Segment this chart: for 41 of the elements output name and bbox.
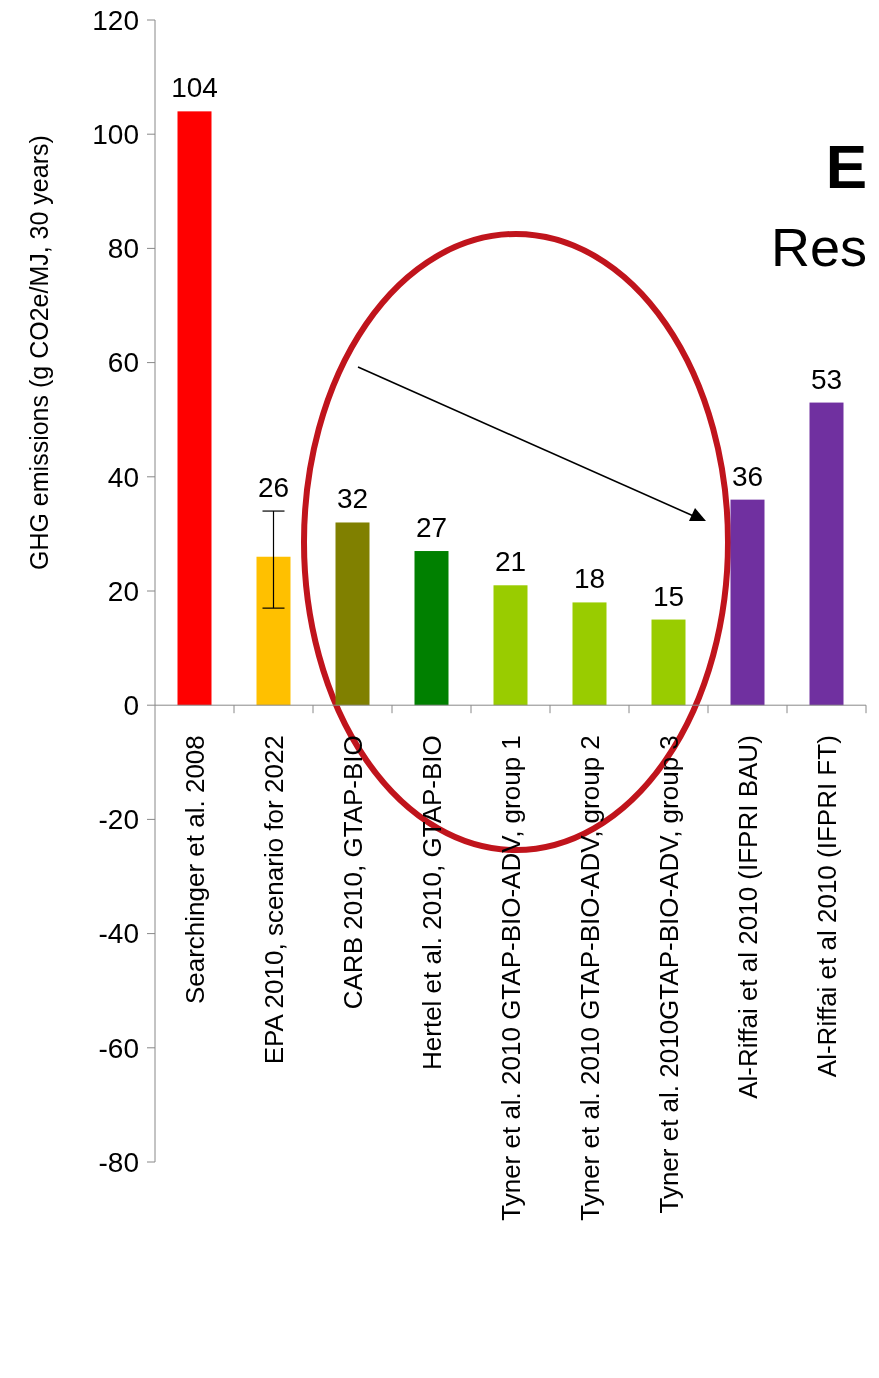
x-tick-label: EPA 2010, scenario for 2022 (258, 735, 289, 1065)
y-axis-title: GHG emissions (g CO2e/MJ, 30 years) (25, 135, 53, 571)
bar (177, 111, 212, 706)
data-label: 15 (652, 580, 685, 612)
bar (730, 499, 765, 706)
y-tick-label: 60 (107, 347, 139, 379)
data-label: 18 (573, 563, 606, 595)
y-tick-label: 40 (107, 461, 139, 493)
annotation: Res (770, 217, 867, 277)
y-tick-label: -80 (98, 1146, 139, 1178)
bar (335, 522, 370, 706)
x-tick-label: Searchinger et al. 2008 (179, 735, 210, 1005)
y-tick-label: -40 (98, 918, 139, 950)
data-label: 36 (731, 460, 764, 492)
bar (256, 556, 291, 706)
x-tick-label: Hertel et al. 2010, GTAP-BIO (416, 735, 447, 1070)
bar (809, 402, 844, 706)
annotation: E (825, 132, 867, 201)
bar (414, 551, 449, 706)
x-tick-label: CARB 2010, GTAP-BIO (337, 735, 368, 1010)
x-tick-label: Tyner et al. 2010GTAP-BIO-ADV, group 3 (653, 735, 684, 1214)
data-label: 27 (415, 512, 448, 544)
data-label: 32 (336, 483, 369, 515)
data-label: 26 (257, 472, 290, 504)
y-tick-label: -60 (98, 1032, 139, 1064)
y-tick-label: -20 (98, 804, 139, 836)
y-tick-label: 120 (92, 4, 139, 36)
bar (651, 619, 686, 706)
y-tick-label: 100 (92, 119, 139, 150)
data-label: 53 (810, 363, 843, 395)
bar (572, 602, 607, 706)
x-tick-label: Tyner et al. 2010 GTAP-BIO-ADV, group 2 (574, 735, 605, 1221)
bar (493, 585, 528, 706)
y-tick-label: 80 (107, 233, 139, 265)
x-tick-label: Al-Riffai et al 2010 (IFPRI BAU) (732, 735, 763, 1099)
y-tick-label: 0 (123, 690, 139, 721)
data-label: 21 (494, 546, 527, 578)
data-label: 104 (171, 72, 218, 104)
y-tick-label: 20 (107, 575, 139, 607)
x-tick-label: Al-Riffai et al 2010 (IFPRI FT) (811, 735, 842, 1078)
x-tick-label: Tyner et al. 2010 GTAP-BIO-ADV, group 1 (495, 735, 526, 1221)
